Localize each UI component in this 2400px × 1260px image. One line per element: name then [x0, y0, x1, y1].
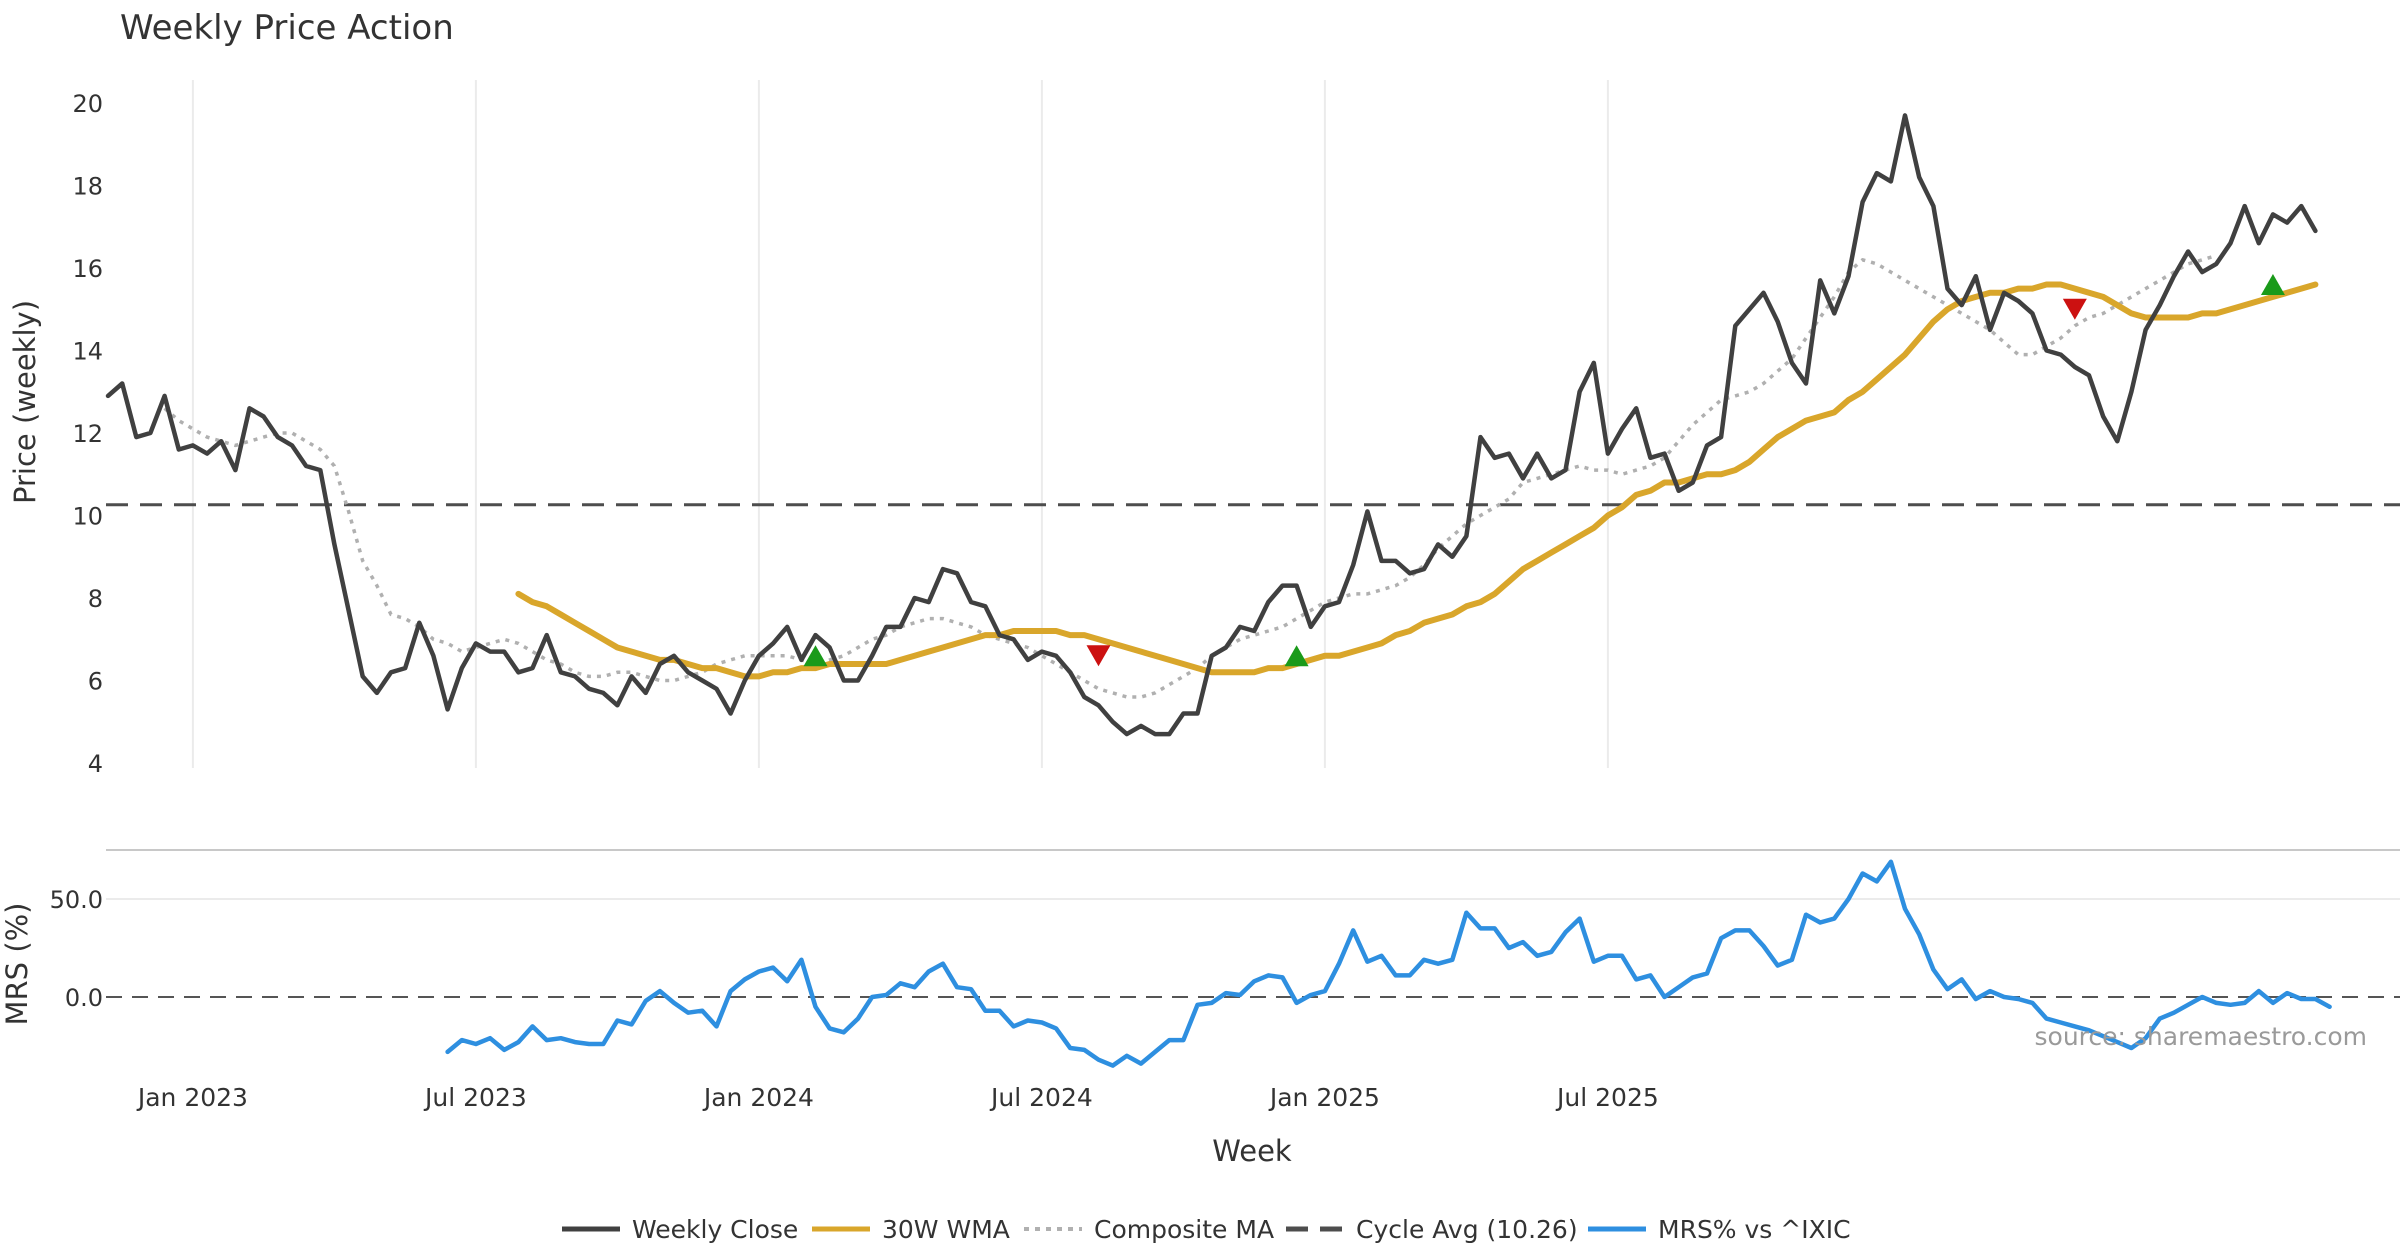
legend: Weekly Close 30W WMA Composite MA Cycle Avg…	[562, 1215, 1851, 1244]
price-y-axis-title: Price (weekly)	[8, 300, 42, 504]
series-mrs-vs-ixic-line	[445, 859, 2332, 1068]
buy-signal-marker	[803, 645, 828, 667]
series-weekly-close-line	[105, 113, 2318, 737]
series-30w-wma-line	[515, 281, 2319, 680]
price-y-tick-label: 8	[88, 585, 103, 613]
mrs-y-axis: 0.0 50.0	[50, 886, 103, 1012]
price-y-tick-label: 16	[72, 255, 103, 283]
x-tick-label: Jul 2025	[1555, 1083, 1659, 1112]
legend-label: MRS% vs ^IXIC	[1658, 1215, 1851, 1244]
chart-title: Weekly Price Action	[120, 8, 454, 48]
x-tick-label: Jan 2024	[702, 1083, 814, 1112]
price-y-tick-label: 14	[72, 338, 103, 366]
price-y-axis: 4 6 8 10 12 14 16 18 20	[72, 90, 103, 778]
mrs-series-group	[445, 859, 2332, 1068]
x-tick-label: Jan 2023	[136, 1083, 248, 1112]
x-tick-label: Jul 2024	[989, 1083, 1093, 1112]
mrs-y-tick-label: 50.0	[50, 886, 103, 914]
legend-label: 30W WMA	[882, 1215, 1010, 1244]
legend-label: Cycle Avg (10.26)	[1356, 1215, 1578, 1244]
x-axis: Jan 2023 Jul 2023 Jan 2024 Jul 2024 Jan 2025…	[136, 1083, 1659, 1112]
source-note: source: sharemaestro.com	[2035, 1022, 2368, 1051]
price-panel-grid	[191, 80, 1609, 768]
price-y-tick-label: 12	[72, 420, 103, 448]
price-y-tick-label: 6	[88, 668, 103, 696]
mrs-y-axis-title: MRS (%)	[0, 903, 34, 1026]
x-axis-title: Week	[1212, 1134, 1292, 1168]
signal-markers	[803, 274, 2285, 667]
legend-item-weekly-close: Weekly Close	[562, 1215, 798, 1244]
x-tick-label: Jul 2023	[423, 1083, 527, 1112]
legend-item-mrs-vs-ixic: MRS% vs ^IXIC	[1588, 1215, 1851, 1244]
buy-signal-marker	[2260, 274, 2285, 295]
price-series-group	[105, 113, 2400, 737]
mrs-y-tick-label: 0.0	[65, 984, 103, 1012]
x-tick-label: Jan 2025	[1268, 1083, 1380, 1112]
legend-item-cycle-avg-10-26: Cycle Avg (10.26)	[1286, 1215, 1578, 1244]
series-composite-ma-line	[163, 253, 2217, 699]
price-y-tick-label: 20	[72, 90, 103, 118]
sell-signal-marker	[1086, 645, 1111, 667]
price-y-tick-label: 10	[72, 503, 103, 531]
price-y-tick-label: 4	[88, 750, 103, 778]
legend-item-30w-wma: 30W WMA	[812, 1215, 1010, 1244]
buy-signal-marker	[1284, 645, 1309, 667]
sell-signal-marker	[2062, 298, 2087, 320]
legend-label: Composite MA	[1094, 1215, 1274, 1244]
price-y-tick-label: 18	[72, 173, 103, 201]
legend-label: Weekly Close	[632, 1215, 798, 1244]
legend-item-composite-ma: Composite MA	[1024, 1215, 1274, 1244]
